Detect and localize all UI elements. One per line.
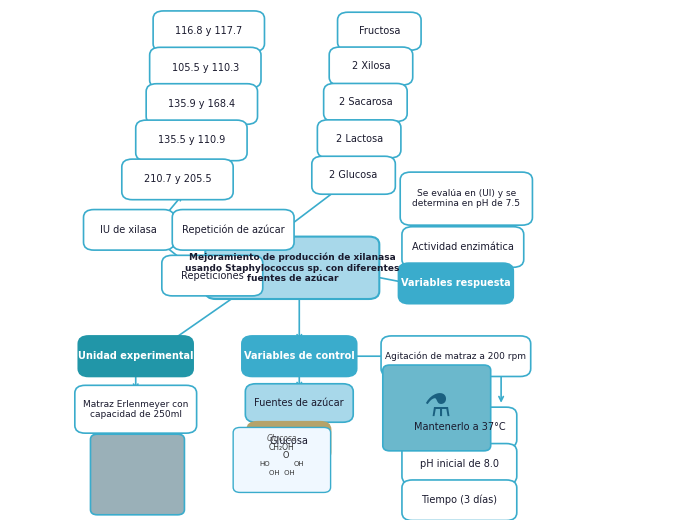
FancyBboxPatch shape <box>90 434 184 515</box>
FancyBboxPatch shape <box>402 480 517 520</box>
FancyBboxPatch shape <box>136 120 247 161</box>
FancyBboxPatch shape <box>324 84 407 122</box>
FancyBboxPatch shape <box>242 336 356 376</box>
Text: Tiempo (3 días): Tiempo (3 días) <box>421 495 498 505</box>
FancyBboxPatch shape <box>146 84 258 124</box>
FancyBboxPatch shape <box>245 384 353 422</box>
FancyBboxPatch shape <box>75 385 196 433</box>
FancyBboxPatch shape <box>84 210 174 250</box>
FancyBboxPatch shape <box>398 263 514 304</box>
Text: 2 Glucosa: 2 Glucosa <box>329 170 378 180</box>
Text: Glucosa: Glucosa <box>267 434 297 444</box>
Text: ⚗: ⚗ <box>423 394 450 422</box>
Text: Unidad experimental: Unidad experimental <box>78 351 193 361</box>
FancyBboxPatch shape <box>233 427 331 492</box>
Text: OH: OH <box>294 461 305 467</box>
Text: 2 Sacarosa: 2 Sacarosa <box>338 97 393 108</box>
Text: 2 Xilosa: 2 Xilosa <box>351 61 390 71</box>
Text: Actividad enzimática: Actividad enzimática <box>412 242 514 252</box>
Text: Fructosa: Fructosa <box>358 26 400 36</box>
Text: Agitación de matraz a 200 rpm: Agitación de matraz a 200 rpm <box>386 352 526 361</box>
Text: CH₂OH: CH₂OH <box>269 443 294 452</box>
FancyBboxPatch shape <box>338 12 421 50</box>
Text: 105.5 y 110.3: 105.5 y 110.3 <box>172 62 239 73</box>
Text: 116.8 y 117.7: 116.8 y 117.7 <box>175 26 242 36</box>
Text: Glucosa: Glucosa <box>269 436 308 446</box>
Text: Variables respuesta: Variables respuesta <box>401 278 511 289</box>
Text: 135.9 y 168.4: 135.9 y 168.4 <box>168 99 235 109</box>
FancyBboxPatch shape <box>381 336 530 376</box>
Text: Fuentes de azúcar: Fuentes de azúcar <box>255 398 344 408</box>
FancyBboxPatch shape <box>402 227 524 267</box>
Text: HO: HO <box>259 461 270 467</box>
Text: Variables de control: Variables de control <box>244 351 355 361</box>
Text: Matraz Erlenmeyer con
capacidad de 250ml: Matraz Erlenmeyer con capacidad de 250ml <box>83 399 189 419</box>
FancyBboxPatch shape <box>329 47 413 85</box>
Text: O: O <box>275 451 289 460</box>
FancyBboxPatch shape <box>150 47 261 88</box>
Text: OH  OH: OH OH <box>269 470 294 476</box>
FancyBboxPatch shape <box>383 365 491 451</box>
FancyBboxPatch shape <box>122 159 233 200</box>
Text: Repeticiones: Repeticiones <box>181 270 244 281</box>
FancyBboxPatch shape <box>161 255 263 296</box>
FancyBboxPatch shape <box>400 172 532 225</box>
FancyBboxPatch shape <box>172 210 294 250</box>
Text: 135.5 y 110.9: 135.5 y 110.9 <box>158 135 225 146</box>
Text: Se evalúa en (UI) y se
determina en pH de 7.5: Se evalúa en (UI) y se determina en pH d… <box>412 189 521 209</box>
FancyBboxPatch shape <box>402 407 517 448</box>
FancyBboxPatch shape <box>247 422 331 460</box>
Text: pH inicial de 8.0: pH inicial de 8.0 <box>420 459 499 469</box>
Text: 2 Lactosa: 2 Lactosa <box>335 134 383 144</box>
FancyBboxPatch shape <box>317 120 401 158</box>
Text: IU de xilasa: IU de xilasa <box>100 225 157 235</box>
Text: Mantenerlo a 37°C: Mantenerlo a 37°C <box>413 422 505 433</box>
FancyBboxPatch shape <box>78 336 193 376</box>
Text: Mejoramiento de producción de xilanasa
usando Staphylococcus sp. con diferentes
: Mejoramiento de producción de xilanasa u… <box>185 253 400 283</box>
FancyBboxPatch shape <box>205 237 379 299</box>
FancyBboxPatch shape <box>153 11 264 51</box>
Text: 210.7 y 205.5: 210.7 y 205.5 <box>143 174 212 185</box>
Text: Repetición de azúcar: Repetición de azúcar <box>182 225 285 235</box>
FancyBboxPatch shape <box>402 444 517 484</box>
FancyBboxPatch shape <box>312 157 395 194</box>
